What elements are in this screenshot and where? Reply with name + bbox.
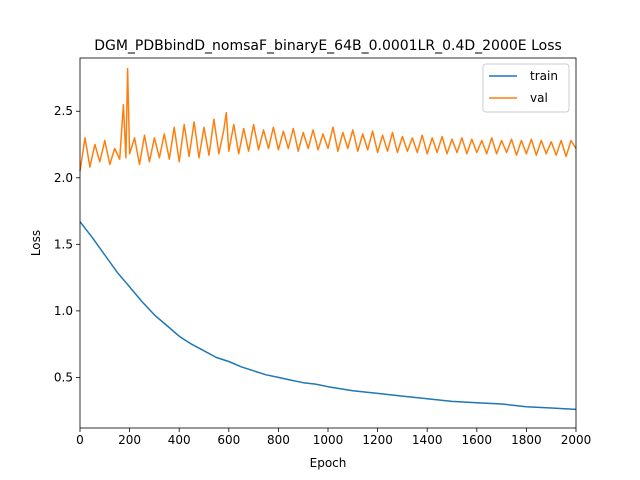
chart-title: DGM_PDBbindD_nomsaF_binaryE_64B_0.0001LR… (94, 38, 562, 54)
y-tick-label: 1.5 (54, 237, 73, 251)
x-tick-label: 0 (76, 433, 84, 447)
legend: train val (482, 63, 570, 113)
x-tick-label: 1800 (511, 433, 542, 447)
x-tick-label: 200 (118, 433, 141, 447)
series-layer (79, 67, 577, 411)
y-tick-label: 2.0 (54, 171, 73, 185)
y-tick-label: 0.5 (54, 370, 73, 384)
series-line-train (79, 221, 577, 411)
x-tick-label: 1600 (462, 433, 493, 447)
series-line-val (79, 67, 577, 172)
y-tick-label: 2.5 (54, 104, 73, 118)
plot-area (80, 58, 576, 428)
plot-frame (79, 57, 577, 429)
x-tick-label: 1200 (362, 433, 393, 447)
y-axis-label: Loss (29, 230, 43, 256)
x-tick-label: 600 (217, 433, 240, 447)
legend-label-train: train (530, 69, 558, 83)
x-tick-label: 1400 (412, 433, 443, 447)
x-tick-label: 400 (168, 433, 191, 447)
x-axis-label: Epoch (310, 456, 347, 470)
x-tick-label: 1000 (313, 433, 344, 447)
x-tick-label: 800 (267, 433, 290, 447)
legend-label-val: val (530, 91, 548, 105)
y-tick-label: 1.0 (54, 304, 73, 318)
x-tick-label: 2000 (561, 433, 592, 447)
axes-layer: 0 200 400 600 800 1000 1200 1400 1600 1800 2000 0.5… (54, 104, 591, 447)
